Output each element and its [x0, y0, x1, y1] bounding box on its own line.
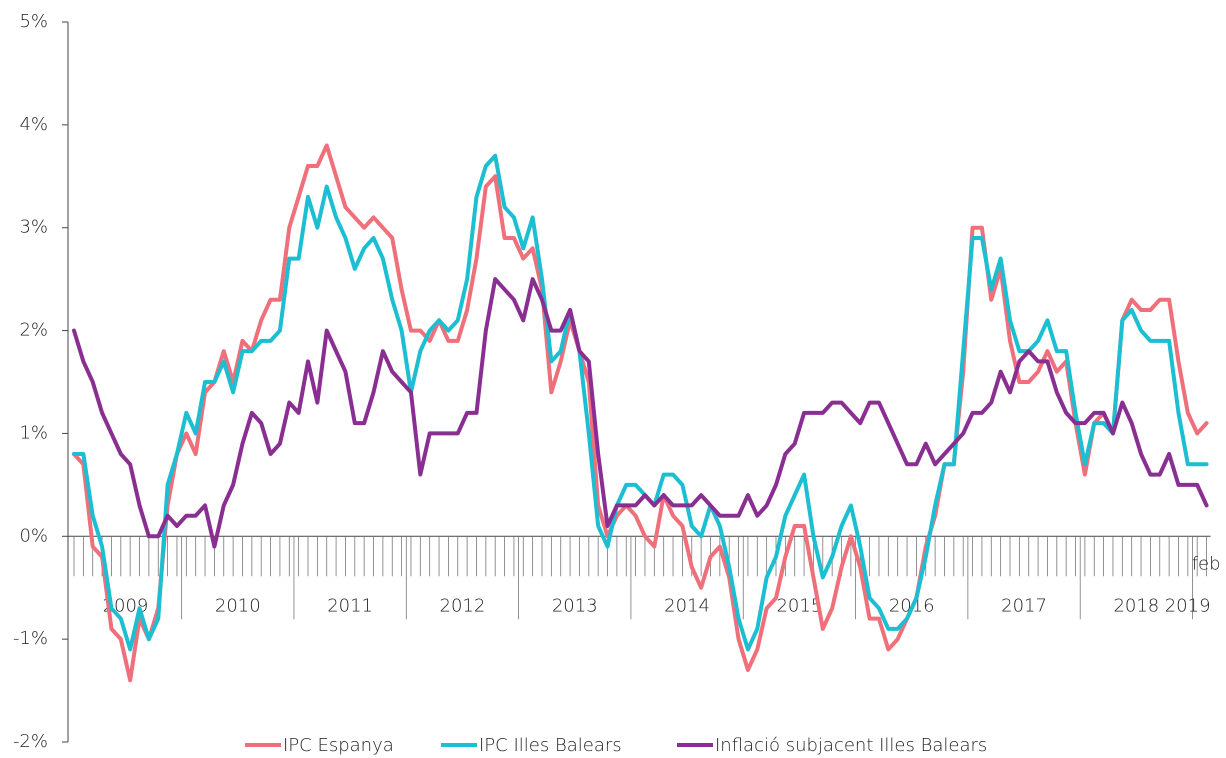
x-tick-label: 2015	[776, 595, 822, 616]
y-tick-label: -2%	[13, 731, 48, 752]
x-tick-label: 2017	[1001, 595, 1047, 616]
x-tick-label: 2012	[440, 595, 486, 616]
series-line	[72, 143, 1209, 683]
y-tick-label: 0%	[19, 525, 48, 546]
series-line	[72, 277, 1209, 549]
y-tick-label: 1%	[19, 422, 48, 443]
y-tick-label: -1%	[13, 628, 48, 649]
x-tick-label: 2014	[664, 595, 710, 616]
x-tick-label: 2011	[327, 595, 373, 616]
annotation: feb	[1192, 553, 1221, 574]
y-tick-label: 4%	[19, 114, 48, 135]
x-tick-label: 2019	[1165, 595, 1211, 616]
x-tick-label: 2010	[215, 595, 261, 616]
y-tick-label: 5%	[19, 11, 48, 32]
y-tick-label: 3%	[19, 217, 48, 238]
legend-label: Inflació subjacent Illes Balears	[715, 735, 987, 756]
y-tick-label: 2%	[19, 320, 48, 341]
series-line	[72, 153, 1209, 652]
legend-label: IPC Illes Balears	[479, 735, 622, 756]
x-tick-label: 2013	[552, 595, 598, 616]
legend-label: IPC Espanya	[283, 735, 394, 756]
x-tick-label: 2018	[1113, 595, 1159, 616]
